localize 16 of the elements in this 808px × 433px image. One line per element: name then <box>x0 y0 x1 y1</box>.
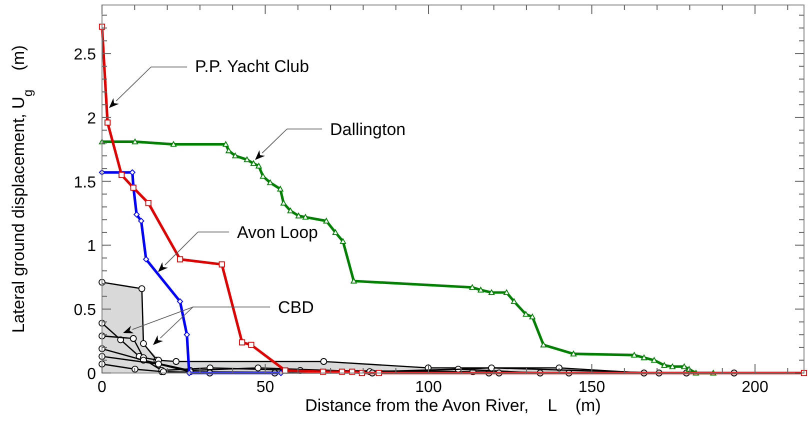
x-tick-label: 50 <box>256 379 274 396</box>
y-tick-label: 1.5 <box>74 174 96 192</box>
annotation: CBD <box>278 298 314 317</box>
x-tick-label: 150 <box>578 379 606 396</box>
annotation: Dallington <box>330 120 406 139</box>
annotation: Avon Loop <box>237 223 318 242</box>
y-tick-label: 0.5 <box>74 302 96 320</box>
x-tick-label: 0 <box>98 379 107 396</box>
y-tick-label: 2 <box>87 110 96 128</box>
x-tick-label: 200 <box>742 379 768 396</box>
y-tick-label: 2.5 <box>74 46 96 64</box>
y-tick-label: 0 <box>87 366 96 383</box>
annotation: P.P. Yacht Club <box>195 57 310 76</box>
x-tick-label: 100 <box>415 379 442 396</box>
y-tick-label: 1 <box>87 238 96 256</box>
x-axis-title: Distance from the Avon River, L (m) <box>305 396 601 415</box>
